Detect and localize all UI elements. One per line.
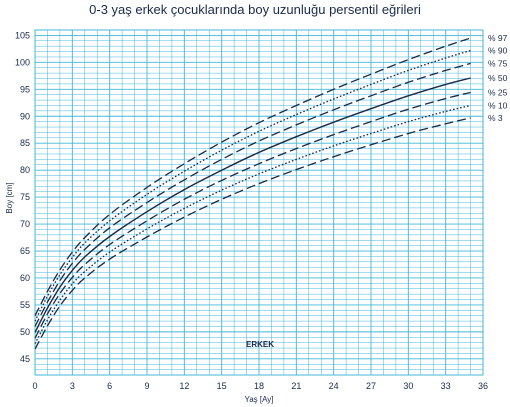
y-axis-label: Boy [cm]	[5, 182, 14, 213]
grid	[34, 29, 484, 376]
y-tick-label: 60	[20, 273, 30, 283]
series-line	[34, 37, 471, 317]
series-lines	[34, 37, 471, 350]
x-tick-label: 0	[32, 381, 37, 391]
series-line	[34, 77, 471, 333]
series-label: % 75	[488, 58, 508, 68]
y-tick-label: 50	[20, 327, 30, 337]
y-tick-label: 100	[15, 57, 30, 67]
series-label: % 10	[488, 100, 508, 110]
y-tick-label: 80	[20, 165, 30, 175]
y-tick-label: 75	[20, 192, 30, 202]
y-tick-label: 45	[20, 354, 30, 364]
series-label: % 50	[488, 73, 508, 83]
x-tick-label: 12	[179, 381, 189, 391]
x-tick-label: 18	[254, 381, 264, 391]
chart-annotation: ERKEK	[246, 340, 274, 349]
x-tick-label: 36	[478, 381, 488, 391]
series-line	[34, 117, 471, 350]
plot-frame	[34, 29, 484, 376]
x-tick-label: 33	[441, 381, 451, 391]
chart-title: 0-3 yaş erkek çocuklarında boy uzunluğu …	[89, 2, 421, 17]
x-tick-label: 3	[70, 381, 75, 391]
y-tick-label: 65	[20, 246, 30, 256]
series-line	[34, 91, 471, 339]
x-tick-label: 24	[329, 381, 339, 391]
x-tick-label: 27	[366, 381, 376, 391]
x-axis-label: Yaş [Ay]	[244, 395, 273, 404]
series-label: % 3	[488, 113, 503, 123]
x-tick-label: 30	[403, 381, 413, 391]
x-tick-label: 6	[107, 381, 112, 391]
series-label: % 25	[488, 88, 508, 98]
series-line	[34, 62, 471, 327]
series-label: % 97	[488, 33, 508, 43]
y-tick-label: 95	[20, 84, 30, 94]
x-tick-label: 9	[144, 381, 149, 391]
y-tick-label: 85	[20, 138, 30, 148]
y-tick-label: 90	[20, 111, 30, 121]
y-tick-label: 55	[20, 300, 30, 310]
labels: 0 3 6 9 12 15 18 21 24 27 30 33 36455055606570758085…	[15, 30, 508, 391]
x-tick-label: 15	[217, 381, 227, 391]
series-line	[34, 104, 471, 345]
y-tick-label: 70	[20, 219, 30, 229]
y-tick-label: 105	[15, 30, 30, 40]
x-tick-label: 21	[291, 381, 301, 391]
series-label: % 90	[488, 45, 508, 55]
